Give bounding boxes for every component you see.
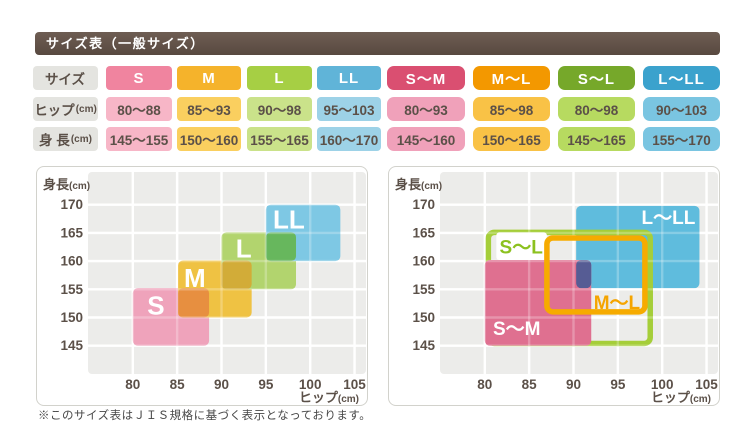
size-label-M～L: M～L [594, 293, 641, 314]
std-size-header-LL: LL [317, 66, 381, 90]
y-tick-label: 165 [412, 225, 435, 240]
size-region-S～M+L～LL [576, 259, 592, 289]
page-title: サイズ表（一般サイズ） [35, 32, 720, 55]
combined-size-chart: S～M S～L M～L L～LL 80 85 90 95 100 105 145 150 155 160 1… [395, 172, 718, 405]
cmb-hip-S-M: 80～93 [387, 97, 465, 121]
std-row-header-height: 身 長 (cm) [33, 127, 98, 151]
y-tick-label: 145 [412, 338, 435, 353]
y-tick-label: 170 [412, 197, 435, 212]
cmb-size-header-L-LL: L～LL [643, 66, 720, 90]
std-size-header-S: S [106, 66, 172, 90]
std-hip-L: 90～98 [247, 97, 312, 121]
y-tick-label: 150 [412, 310, 435, 325]
jis-note: ※このサイズ表はＪＩＳ規格に基づく表示となっております。 [38, 410, 372, 422]
cmb-height-L-LL: 155～170 [643, 127, 720, 151]
size-label-S～L: S～L [500, 237, 544, 258]
label-chip [496, 232, 547, 260]
y-tick-label: 155 [60, 282, 83, 297]
std-height-LL: 160～170 [317, 127, 381, 151]
x-tick-label: 80 [477, 377, 492, 392]
cmb-height-S-M: 145～160 [387, 127, 465, 151]
size-label-LL: LL [273, 205, 305, 235]
std-hip-M: 85～93 [177, 97, 241, 121]
size-region-M～L [544, 235, 648, 315]
size-label-S: S [147, 290, 164, 320]
x-tick-label: 80 [125, 377, 140, 392]
std-size-header-L: L [247, 66, 312, 90]
size-label-L～LL: L～LL [641, 208, 695, 229]
size-region-S～M [484, 259, 592, 346]
size-label-S～M: S～M [493, 319, 541, 340]
standard-size-chart-panel: S M L LL 80 85 90 95 100 105 145 150 155 160 165 170 身長(… [36, 166, 368, 406]
x-tick-label: 95 [610, 377, 626, 392]
cmb-size-header-M-L: M～L [473, 66, 550, 90]
cmb-size-header-S-M: S～M [387, 66, 465, 90]
x-tick-label: 100 [651, 377, 674, 392]
size-region-S+M [178, 288, 210, 318]
x-tick-label: 105 [695, 377, 718, 392]
size-region-L～LL [576, 205, 700, 289]
std-height-S: 145～155 [106, 127, 172, 151]
cmb-height-M-L: 150～165 [473, 127, 550, 151]
cmb-size-header-S-L: S～L [558, 66, 635, 90]
y-tick-label: 145 [60, 338, 83, 353]
std-row-header-size: サイズ [33, 66, 98, 90]
y-tick-label: 165 [60, 225, 83, 240]
cmb-hip-M-L: 85～98 [473, 97, 550, 121]
std-height-M: 150～160 [177, 127, 241, 151]
cmb-height-S-L: 145～165 [558, 127, 635, 151]
x-tick-label: 85 [170, 377, 186, 392]
std-size-header-M: M [177, 66, 241, 90]
x-tick-label: 100 [299, 377, 322, 392]
cmb-hip-S-L: 80～98 [558, 97, 635, 121]
std-hip-LL: 95～103 [317, 97, 381, 121]
x-axis-title: ヒップ(cm) [651, 390, 711, 405]
y-tick-label: 155 [412, 282, 435, 297]
y-tick-label: 150 [60, 310, 83, 325]
std-height-L: 155～165 [247, 127, 312, 151]
y-tick-label: 170 [60, 197, 83, 212]
y-tick-label: 160 [412, 254, 435, 269]
cmb-hip-L-LL: 90～103 [643, 97, 720, 121]
x-tick-label: 85 [522, 377, 538, 392]
std-row-header-hip: ヒップ (cm) [33, 97, 98, 121]
size-label-L: L [236, 233, 252, 263]
size-label-M: M [184, 263, 206, 293]
x-tick-label: 90 [566, 377, 581, 392]
size-region-M+L [221, 260, 252, 290]
x-tick-label: 95 [258, 377, 274, 392]
combined-size-chart-panel: S～M S～L M～L L～LL 80 85 90 95 100 105 145 150 155 160 1… [388, 166, 720, 406]
std-hip-S: 80～88 [106, 97, 172, 121]
size-region-L+LL [265, 232, 297, 262]
x-axis-title: ヒップ(cm) [299, 390, 359, 405]
y-tick-label: 160 [60, 254, 83, 269]
x-tick-label: 90 [214, 377, 229, 392]
y-axis-title: 身長(cm) [395, 177, 442, 192]
x-tick-label: 105 [343, 377, 366, 392]
y-axis-title: 身長(cm) [43, 177, 90, 192]
